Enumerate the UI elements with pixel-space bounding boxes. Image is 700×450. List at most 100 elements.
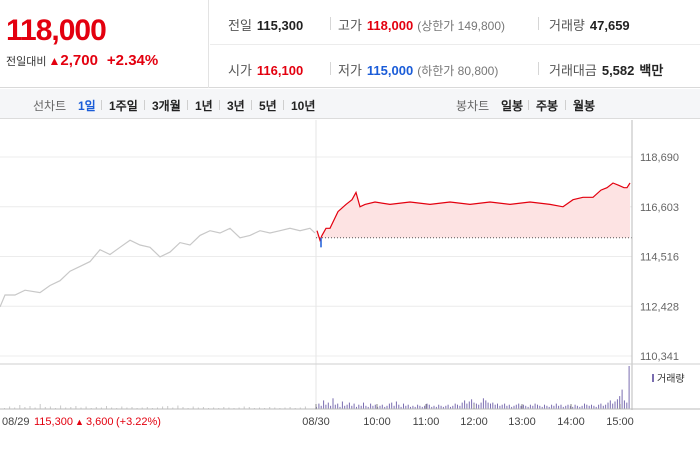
volume-bar [447, 404, 449, 409]
prev-day-change-pct: (+3.22%) [116, 416, 161, 428]
volume-bar [602, 405, 604, 409]
volume-bar [607, 402, 609, 410]
volume-bar [426, 403, 428, 409]
volume-bar [440, 405, 442, 409]
tab-daily-candle[interactable]: 일봉 [501, 99, 524, 113]
volume-bar [511, 406, 513, 409]
price-change: 전일대비 ▲2,700 +2.34% [6, 52, 158, 69]
period-toolbar: 선차트 1일 1주일 3개월 1년 3년 5년 10년 봉차트 일봉 주봉 월봉 [0, 89, 700, 119]
volume-bar [320, 405, 322, 409]
volume-bar [501, 404, 503, 409]
volume-bar [318, 403, 320, 409]
line-chart-label: 선차트 [33, 99, 67, 113]
prev-volume-bar [121, 406, 123, 409]
quote-panel: 118,000 전일대비 ▲2,700 +2.34% 전일 115,300 고가 118… [0, 0, 700, 88]
prev-volume-bar [223, 407, 225, 409]
tab-1-week[interactable]: 1주일 [109, 99, 138, 113]
volume-bar [539, 405, 541, 409]
volume-bar [494, 404, 496, 409]
grid [0, 120, 632, 410]
x-tick-label: 08/30 [302, 416, 330, 428]
volume-bar [478, 404, 480, 409]
volume-bar [508, 404, 510, 409]
divider [187, 100, 188, 110]
prev-day-up-arrow-icon: ▲ [75, 417, 84, 427]
high-value: 118,000 [366, 18, 414, 33]
volume-bar [388, 403, 390, 409]
divider [101, 100, 102, 110]
volume-bar [393, 405, 395, 409]
volume-bar [572, 406, 574, 409]
prev-volume-bar [24, 407, 26, 409]
lower-limit: (하한가 80,800) [417, 64, 499, 78]
volume-bar [414, 406, 416, 409]
price-box: 118,000 전일대비 ▲2,700 +2.34% [0, 0, 209, 88]
volume-bar [471, 399, 473, 409]
prev-volume-bar [9, 406, 11, 409]
volume-bar [337, 403, 339, 409]
volume-legend-label: 거래량 [657, 373, 685, 385]
volume-bar [588, 405, 590, 409]
tab-10-years[interactable]: 10년 [291, 99, 316, 113]
volume-bar [595, 406, 597, 409]
high-stat: 고가 118,000 (상한가 149,800) [338, 15, 505, 34]
area-layer [317, 183, 630, 241]
volume-value: 47,659 [589, 18, 630, 33]
volume-bar [529, 404, 531, 409]
volume-bar [358, 404, 360, 409]
divider [251, 100, 252, 110]
volume-bar [565, 405, 567, 409]
prev-volume-bar [146, 407, 148, 409]
prev-volume-bar [157, 407, 158, 409]
prev-volume-bar [197, 407, 199, 409]
volume-bar [534, 403, 536, 409]
volume-bar [628, 366, 630, 409]
price-area-fill [317, 183, 630, 241]
x-tick-label: 13:00 [508, 416, 536, 428]
volume-bar [412, 405, 414, 409]
volume-bar [492, 402, 494, 410]
prev-volume-bar [49, 406, 51, 409]
prev-volume-bar [177, 405, 179, 409]
volume-bar [497, 403, 498, 409]
volume-bar [330, 405, 332, 409]
volume-bar [532, 405, 534, 409]
volume-bar [623, 400, 625, 409]
prev-volume-bar [106, 406, 107, 409]
volume-bar [614, 401, 616, 409]
tab-3-months[interactable]: 3개월 [152, 99, 181, 113]
volume-bar [353, 403, 355, 409]
divider [565, 100, 566, 110]
prev-volume-bar [248, 407, 250, 409]
volume-bar [454, 403, 456, 409]
prev-volume-bar [192, 406, 194, 409]
tab-monthly-candle[interactable]: 월봉 [573, 99, 596, 113]
volume-bar [332, 398, 334, 410]
volume-bar [348, 402, 350, 410]
volume-stat: 거래량 47,659 [549, 15, 630, 34]
axis-layer: 118,690 116,603 114,516 112,428 110,341 거래량 08… [0, 120, 700, 428]
volume-bar [522, 404, 524, 409]
prev-day-change: 3,600 [86, 416, 114, 428]
intraday-chart: 118,690 116,603 114,516 112,428 110,341 거래량 08… [0, 120, 700, 450]
prev-volume-bar [299, 407, 301, 409]
volume-bar [551, 404, 553, 409]
tab-3-years[interactable]: 3년 [227, 99, 245, 113]
volume-bar [475, 403, 477, 409]
chart-background [0, 120, 700, 450]
divider [283, 100, 284, 110]
tab-1-year[interactable]: 1년 [195, 99, 213, 113]
volume-bar [410, 406, 411, 409]
volume-bar [593, 405, 595, 409]
volume-bar [490, 403, 491, 409]
prev-volume-bar [60, 405, 62, 409]
tab-1-day[interactable]: 1일 [78, 99, 96, 113]
prev-volume-bar [289, 407, 291, 409]
tab-5-years[interactable]: 5년 [259, 99, 277, 113]
y-tick-label: 114,516 [640, 252, 679, 264]
volume-bar [339, 406, 341, 409]
volume-bar [323, 400, 325, 409]
up-arrow-icon: ▲ [48, 54, 61, 68]
tab-weekly-candle[interactable]: 주봉 [536, 99, 559, 113]
divider [330, 17, 331, 30]
